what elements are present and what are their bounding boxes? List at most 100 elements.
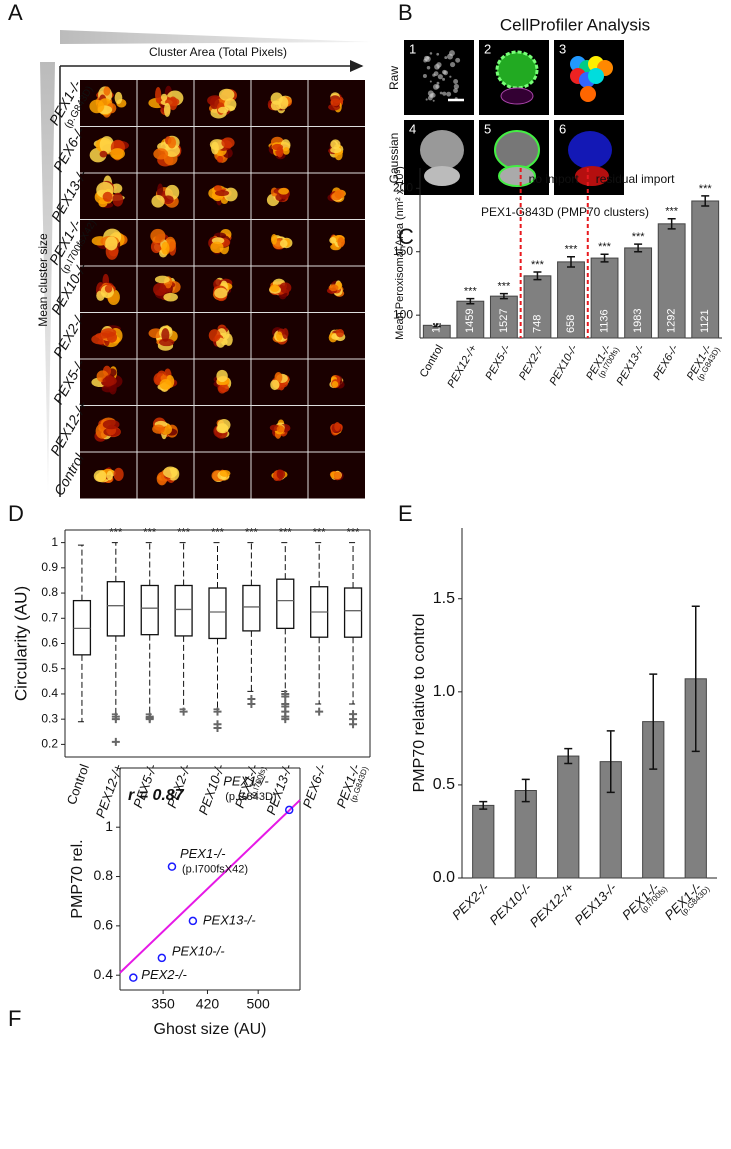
error-bar <box>667 217 676 230</box>
micrograph-blob <box>106 470 113 481</box>
speckle <box>437 66 440 69</box>
micrograph-blob <box>162 195 174 205</box>
x-tick-label: PEX12-/+ <box>445 342 479 390</box>
significance: *** <box>598 241 612 253</box>
tile-number: 6 <box>559 121 566 136</box>
speckle <box>426 66 431 70</box>
x-tick-label: 500 <box>246 996 270 1012</box>
bar <box>691 200 720 339</box>
outlier <box>145 715 154 724</box>
micrograph-blob <box>278 187 289 195</box>
micrograph-blob <box>160 93 168 101</box>
micrograph-blob <box>282 328 289 340</box>
x-tick-label: PEX2-/- <box>517 343 547 383</box>
micrograph-blob <box>154 275 170 284</box>
box <box>174 584 193 637</box>
error-bar <box>600 253 609 263</box>
point-label: PEX2-/- <box>141 967 187 982</box>
speckle <box>437 74 443 80</box>
speckle <box>442 91 447 96</box>
bar-count: 1527 <box>498 309 510 333</box>
speckle <box>427 95 433 101</box>
significance: *** <box>143 527 157 539</box>
y-tick-label: 1.5 <box>433 590 455 607</box>
outlier <box>179 707 188 716</box>
x-tick-label: PEX5-/- <box>483 343 513 383</box>
micrograph-blob <box>105 236 118 251</box>
error-bar <box>567 256 575 268</box>
point <box>188 916 198 926</box>
micrograph-blob <box>101 384 116 393</box>
speckle <box>443 70 448 76</box>
bar-count: 748 <box>531 315 543 333</box>
point <box>284 805 294 815</box>
x-tick-label: Control <box>418 343 446 380</box>
speckle <box>429 52 433 55</box>
whisker <box>213 542 222 589</box>
error-bar <box>432 323 441 328</box>
micrograph-blob <box>276 331 283 342</box>
panels: A BCD EFPEX1-/-(p.G843D)PEX6-/-PEX13-/-PEX… <box>8 0 722 1038</box>
significance: *** <box>245 527 259 539</box>
significance: *** <box>565 244 579 256</box>
whisker <box>145 542 154 586</box>
object <box>575 166 609 186</box>
bar <box>456 300 485 339</box>
outlier <box>281 715 290 724</box>
segment <box>500 87 534 105</box>
whisker <box>111 635 120 715</box>
micrograph-blob <box>330 98 341 106</box>
y-tick-label: 200 <box>393 180 413 194</box>
x-tick-label: PEX6-/- <box>651 343 681 383</box>
micrograph-blob <box>270 284 280 292</box>
bar <box>523 275 552 339</box>
whisker <box>77 654 86 723</box>
whisker <box>281 542 290 580</box>
box <box>343 587 363 638</box>
tile-number: 4 <box>409 121 416 136</box>
whisker <box>349 637 358 705</box>
whisker <box>179 542 188 586</box>
y-tick-label: 0.4 <box>41 686 58 700</box>
outlier <box>281 692 290 701</box>
panel-label: E <box>398 501 413 526</box>
whisker <box>213 638 222 710</box>
micrograph-blob <box>110 148 125 160</box>
micrograph-blob <box>214 287 228 299</box>
label-blob <box>580 86 596 102</box>
point-label: PEX1-/- <box>223 773 269 788</box>
micrograph-blob <box>167 136 177 149</box>
speckle <box>439 91 443 95</box>
panel-title: CellProfiler Analysis <box>500 15 650 34</box>
micrograph-blob <box>155 87 162 103</box>
panel-label: D <box>8 501 24 526</box>
micrograph-blob <box>150 240 162 254</box>
error-bar <box>533 271 542 281</box>
significance: *** <box>497 281 511 293</box>
x-tick-label: PEX10-/- <box>195 761 227 816</box>
point-label: PEX13-/- <box>203 912 256 927</box>
significance: *** <box>632 231 646 243</box>
axis-label: Circularity (AU) <box>11 586 30 701</box>
micrograph-blob <box>112 192 124 207</box>
micrograph-blob <box>334 421 341 432</box>
y-tick-label: 0.5 <box>433 776 455 793</box>
y-tick-label: 0.8 <box>94 867 114 883</box>
micrograph-blob <box>270 379 280 391</box>
x-tick-label: 350 <box>151 996 175 1012</box>
point <box>157 953 167 963</box>
y-tick-label: 0.6 <box>94 917 114 933</box>
speckle <box>432 73 436 77</box>
speckle <box>432 84 439 90</box>
x-tick-label: 420 <box>196 996 220 1012</box>
micrograph-blob <box>161 328 170 342</box>
error-bar <box>649 673 658 770</box>
error-bar <box>521 778 530 803</box>
micrograph-blob <box>102 191 113 202</box>
micrograph-blob <box>153 282 167 296</box>
axis-label: PMP70 relative to control <box>411 614 428 793</box>
axis-label: Cluster Area (Total Pixels) <box>149 45 287 59</box>
micrograph-blob <box>163 466 178 478</box>
outline <box>498 165 536 187</box>
significance: *** <box>279 527 293 539</box>
